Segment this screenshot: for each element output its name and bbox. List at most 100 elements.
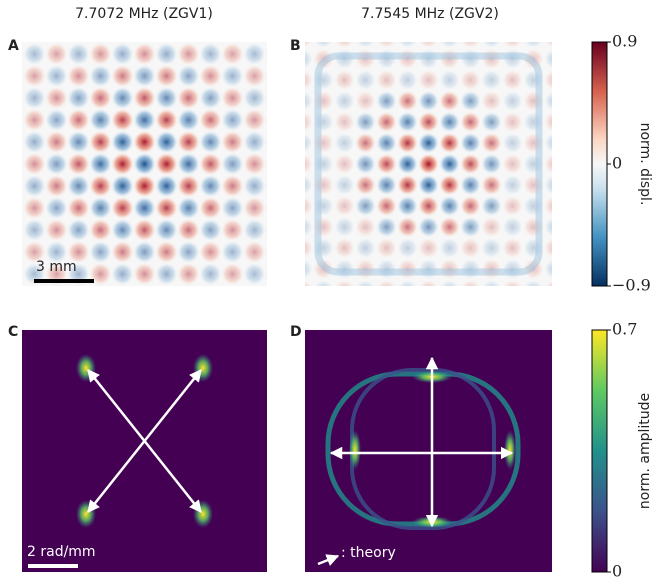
- spot: [133, 174, 157, 198]
- spot: [502, 216, 524, 238]
- spot: [397, 174, 419, 196]
- spot: [544, 132, 566, 154]
- spot: [265, 130, 289, 154]
- spot: [334, 237, 356, 259]
- spot: [397, 153, 419, 175]
- spot: [481, 279, 503, 301]
- spot: [1, 174, 25, 198]
- spot: [418, 195, 440, 217]
- spot: [481, 216, 503, 238]
- spot: [45, 218, 69, 242]
- spot: [155, 284, 179, 308]
- spot: [292, 111, 314, 133]
- spot: [133, 130, 157, 154]
- spot: [199, 218, 223, 242]
- spot: [439, 27, 461, 49]
- colorbar-label: norm. displ.: [637, 123, 653, 206]
- spot: [397, 279, 419, 301]
- spot: [67, 42, 91, 66]
- spot: [265, 20, 289, 44]
- spot: [502, 69, 524, 91]
- spot: [221, 20, 245, 44]
- spot: [265, 64, 289, 88]
- spot: [265, 42, 289, 66]
- spot: [355, 279, 377, 301]
- spot: [439, 90, 461, 112]
- spot: [355, 111, 377, 133]
- spot: [243, 174, 267, 198]
- column-title: 7.7545 MHz (ZGV2): [361, 6, 499, 22]
- spot: [265, 262, 289, 286]
- spot: [221, 262, 245, 286]
- spot: [133, 262, 157, 286]
- spot: [376, 111, 398, 133]
- spot: [89, 152, 113, 176]
- spot: [502, 111, 524, 133]
- spot: [111, 196, 135, 220]
- spot: [155, 196, 179, 220]
- spot: [265, 218, 289, 242]
- spot: [313, 279, 335, 301]
- spot: [481, 69, 503, 91]
- spot: [177, 42, 201, 66]
- spot: [1, 284, 25, 308]
- spot: [155, 130, 179, 154]
- spot: [133, 108, 157, 132]
- spot: [67, 196, 91, 220]
- spot: [221, 42, 245, 66]
- panel-label: D: [290, 324, 302, 340]
- panel-label: A: [8, 38, 19, 54]
- spot: [502, 279, 524, 301]
- spot: [199, 262, 223, 286]
- spot: [89, 86, 113, 110]
- spot: [199, 240, 223, 264]
- spot: [1, 86, 25, 110]
- spot: [523, 27, 545, 49]
- spot: [418, 216, 440, 238]
- spot: [23, 42, 47, 66]
- spot: [376, 27, 398, 49]
- panel-label: C: [8, 324, 18, 340]
- spot: [439, 216, 461, 238]
- tick-label: 0: [612, 562, 622, 581]
- spot: [292, 258, 314, 280]
- spot: [155, 218, 179, 242]
- spot: [376, 279, 398, 301]
- spot: [481, 111, 503, 133]
- spot: [460, 279, 482, 301]
- spot: [177, 130, 201, 154]
- spot: [243, 86, 267, 110]
- spot: [502, 153, 524, 175]
- spot: [155, 86, 179, 110]
- spot: [376, 90, 398, 112]
- spot: [544, 216, 566, 238]
- spot: [199, 196, 223, 220]
- spot: [460, 216, 482, 238]
- spot: [243, 152, 267, 176]
- spot: [177, 20, 201, 44]
- spot: [243, 64, 267, 88]
- spot: [133, 86, 157, 110]
- spot: [355, 27, 377, 49]
- spot: [376, 174, 398, 196]
- spot: [133, 152, 157, 176]
- spot: [243, 284, 267, 308]
- spot: [111, 20, 135, 44]
- spot: [45, 130, 69, 154]
- spot: [111, 218, 135, 242]
- spot: [89, 240, 113, 264]
- tick-label: 0.9: [612, 32, 637, 51]
- spot: [502, 90, 524, 112]
- spot: [460, 90, 482, 112]
- spot: [177, 240, 201, 264]
- spot: [1, 240, 25, 264]
- spot: [544, 48, 566, 70]
- spot: [221, 108, 245, 132]
- spot: [45, 174, 69, 198]
- spot: [23, 130, 47, 154]
- spot: [460, 27, 482, 49]
- spot: [544, 237, 566, 259]
- spot: [292, 195, 314, 217]
- spot: [439, 111, 461, 133]
- spot: [199, 64, 223, 88]
